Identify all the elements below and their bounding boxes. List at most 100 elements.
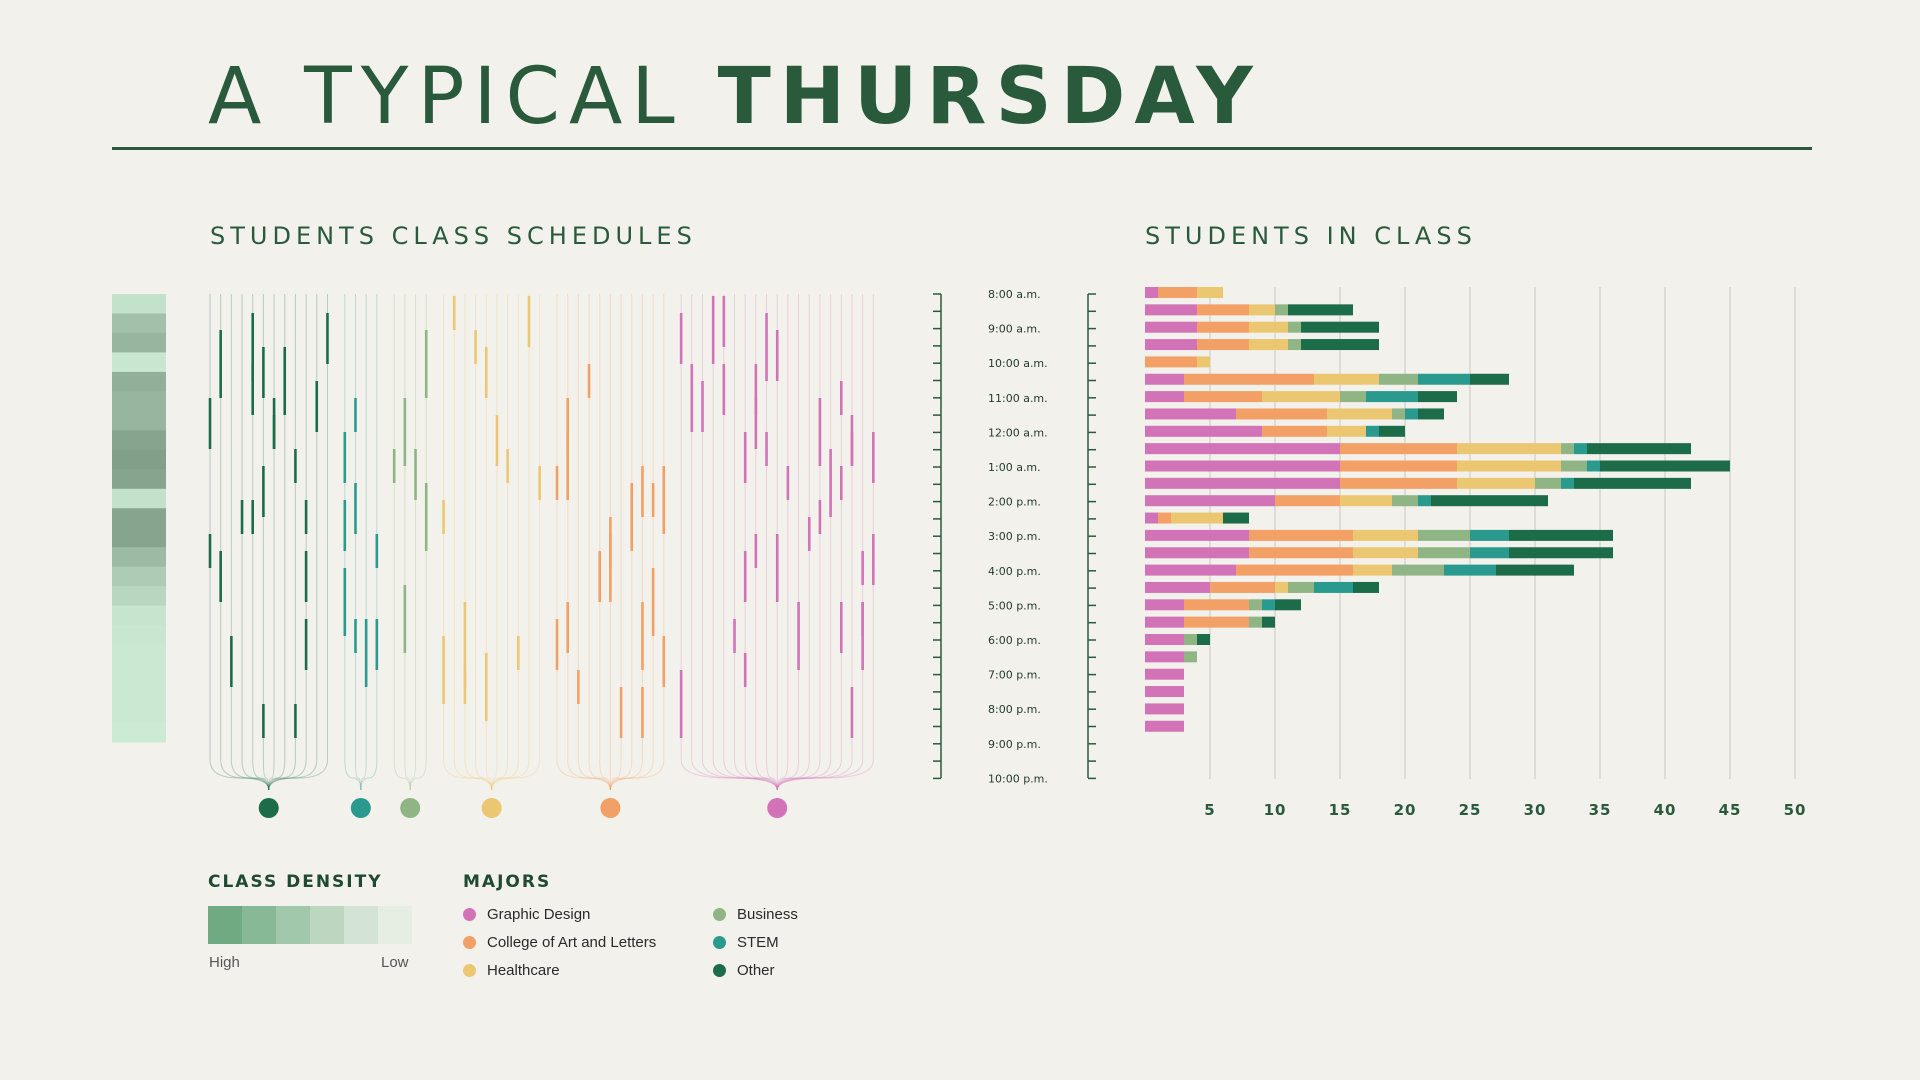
bar-segment [1392,564,1444,576]
density-swatch [276,906,310,944]
bar-segment [1145,443,1340,455]
bar-segment [1353,529,1418,541]
bar-segment [1353,564,1392,576]
schedule-track [588,294,611,791]
x-tick-label: 25 [1459,801,1482,819]
bar-segment [1145,547,1249,559]
schedule-track [268,294,296,791]
major-legend-label: Other [737,962,775,979]
schedule-track [776,294,821,791]
bar-segment [1418,391,1457,403]
bar-segment [1184,616,1249,628]
density-cell [112,605,166,626]
major-legend-item: Business [713,906,798,923]
bar-segment [1262,616,1275,628]
bar-segment [1535,477,1561,489]
density-cell [112,625,166,646]
density-swatch [344,906,378,944]
density-low-label: Low [381,954,409,971]
bar-segment [1470,373,1509,385]
density-swatch [242,906,276,944]
density-swatch [310,906,344,944]
bar-segment [1171,512,1223,524]
bar-segment [1288,339,1301,351]
schedule-track [443,294,493,791]
bar-segment [1301,321,1379,333]
schedule-track [220,294,270,791]
schedule-track [609,294,622,791]
bar-segment [1379,425,1405,437]
schedule-track [491,294,498,791]
density-swatch [378,906,412,944]
bar-segment [1145,720,1184,732]
time-label: 10:00 a.m. [988,357,1048,370]
bar-segment [1145,356,1197,368]
schedule-track [241,294,270,791]
bar-segment [1418,408,1444,420]
bar-segment [1145,651,1184,663]
x-tick-label: 20 [1394,801,1417,819]
major-dot [600,798,621,818]
time-label: 8:00 p.m. [988,703,1041,716]
bar-segment [1392,495,1418,507]
schedule-track [252,294,270,791]
bar-segment [1184,599,1249,611]
bar-segment [1327,408,1392,420]
density-cell [112,313,166,334]
major-legend-label: Graphic Design [487,906,591,923]
bar-segment [1249,304,1275,316]
major-legend-item: College of Art and Letters [463,934,656,951]
schedule-track [701,294,778,791]
bar-segment [1509,547,1613,559]
major-dot [400,798,421,818]
title-light-text: A TYPICAL [208,52,718,142]
bar-segment [1561,443,1574,455]
bar-segment [1197,287,1223,298]
schedule-track [409,294,417,791]
bar-segment [1145,599,1184,611]
density-cell [112,488,166,509]
bar-segment [1197,634,1210,645]
major-legend-label: Business [737,906,798,923]
major-legend-label: Healthcare [487,962,560,979]
x-tick-label: 5 [1204,801,1215,819]
schedule-track [776,294,874,791]
bar-segment [1145,495,1275,507]
class-schedules-chart [112,293,942,818]
schedule-track [734,294,778,791]
bar-segment [1418,373,1470,385]
bar-segment [1145,581,1210,593]
bar-segment [1249,616,1262,628]
schedule-track [776,294,800,791]
schedule-track [404,294,411,791]
bar-segment [1457,443,1561,455]
time-label: 8:00 a.m. [988,288,1041,301]
schedule-track [464,294,493,791]
bar-segment [1145,391,1184,403]
bar-segment [1340,443,1457,455]
density-cell [112,391,166,412]
class-density-title: CLASS DENSITY [208,872,383,892]
x-tick-label: 50 [1784,801,1807,819]
schedule-track [491,294,519,791]
major-dot [258,798,279,818]
bar-segment [1340,460,1457,472]
bar-segment [1145,703,1184,715]
bar-segment [1587,443,1691,455]
schedule-track [393,294,411,791]
bar-segment [1470,529,1509,541]
density-cell [112,586,166,607]
schedule-track [268,294,275,791]
time-label: 5:00 p.m. [988,599,1041,612]
bar-segment [1327,425,1366,437]
schedule-track [360,294,367,791]
bar-segment [1262,425,1327,437]
time-label: 9:00 a.m. [988,323,1041,336]
schedule-track [491,294,509,791]
schedule-track [609,294,654,791]
x-tick-label: 45 [1719,801,1742,819]
bar-segment [1275,495,1340,507]
major-dot [767,798,788,818]
schedule-track [209,294,270,791]
schedule-track [776,294,810,791]
